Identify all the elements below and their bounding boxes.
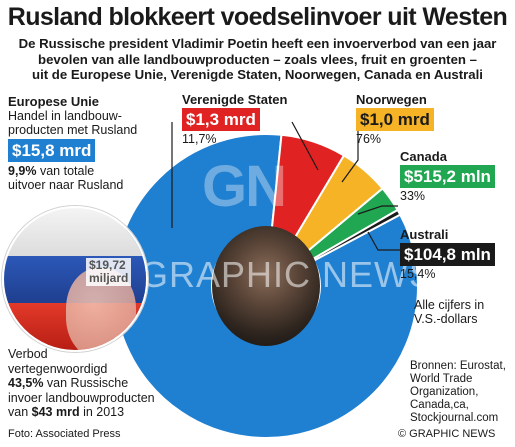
graphic-news-logo: GN bbox=[202, 154, 287, 219]
ca-value: $515,2 mln bbox=[400, 165, 495, 188]
ca-pct: 33% bbox=[400, 189, 426, 203]
russia-import-value: $19,72 miljard bbox=[86, 258, 132, 286]
ca-name: Canada bbox=[400, 149, 447, 164]
copyright: © GRAPHIC NEWS bbox=[398, 428, 496, 440]
us-pct: 11,7% bbox=[182, 132, 217, 146]
subtitle-line: bevolen van alle landbouwproducten – zoa… bbox=[38, 51, 477, 67]
subtitle: De Russische president Vladimir Poetin h… bbox=[4, 36, 511, 83]
photo-credit: Foto: Associated Press bbox=[8, 428, 121, 440]
watermark: GRAPHIC NEWS bbox=[140, 254, 435, 295]
sources: Bronnen: Eurostat, World Trade Organizat… bbox=[410, 360, 506, 424]
leader-line-no bbox=[341, 122, 359, 183]
eu-desc: Handel in landbouw- bbox=[8, 109, 122, 123]
eu-pct: 9,9% bbox=[8, 164, 37, 178]
au-name: Australi bbox=[400, 227, 449, 242]
subtitle-line: De Russische president Vladimir Poetin h… bbox=[18, 36, 497, 51]
leader-line-au bbox=[367, 231, 400, 251]
currency-note: Alle cijfers in V.S.-dollars bbox=[414, 298, 485, 326]
leader-line-ca bbox=[357, 205, 398, 215]
au-pct: 15,4% bbox=[400, 267, 436, 281]
eu-value: $15,8 mrd bbox=[8, 139, 96, 162]
ban-text: Verbod vertegenwoordigd 43,5% van Russis… bbox=[8, 347, 155, 419]
label-no: Noorwegen $1,0 mrd 76% bbox=[356, 93, 434, 146]
eu-desc: producten met Rusland bbox=[8, 123, 138, 137]
no-name: Noorwegen bbox=[356, 92, 427, 107]
us-name: Verenigde Staten bbox=[182, 92, 288, 107]
subtitle-line: uit de Europese Unie, Verenigde Staten, … bbox=[32, 67, 483, 82]
eu-name: Europese Unie bbox=[8, 94, 100, 109]
no-pct: 76% bbox=[356, 132, 382, 146]
eu-desc-2: uitvoer naar Rusland bbox=[8, 178, 124, 192]
au-value: $104,8 mln bbox=[400, 243, 495, 266]
us-value: $1,3 mrd bbox=[182, 108, 260, 131]
label-au: Australi $104,8 mln 15,4% bbox=[400, 228, 495, 281]
page-title: Rusland blokkeert voedselinvoer uit West… bbox=[7, 3, 508, 31]
no-value: $1,0 mrd bbox=[356, 108, 434, 131]
putin-photo bbox=[212, 226, 320, 346]
label-us: Verenigde Staten $1,3 mrd 11,7% bbox=[182, 93, 287, 146]
label-eu: Europese Unie Handel in landbouw- produc… bbox=[8, 94, 138, 192]
label-ca: Canada $515,2 mln 33% bbox=[400, 150, 495, 203]
leader-line-us bbox=[291, 121, 319, 171]
